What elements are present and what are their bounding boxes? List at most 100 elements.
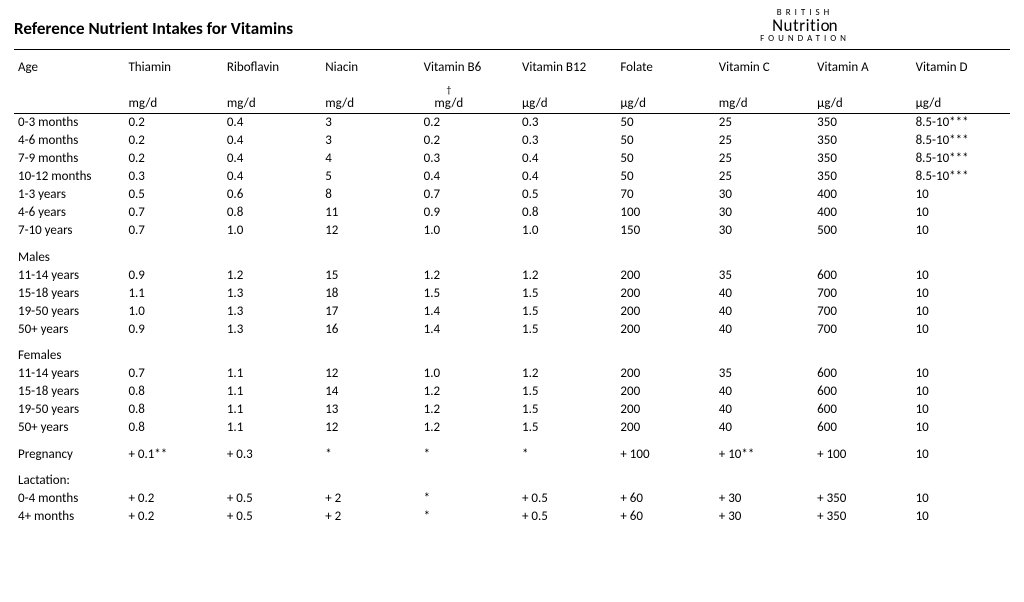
cell-value: 10 [912, 204, 1010, 222]
cell-value: 0.5 [124, 186, 222, 204]
col-label: Folate [616, 54, 714, 77]
cell-value: 8.5-10*** [912, 168, 1010, 186]
col-unit: µg/d [912, 77, 1010, 114]
cell-value: 1.1 [223, 401, 321, 419]
cell-value: 200 [616, 365, 714, 383]
cell-value: + 0.5 [518, 508, 616, 526]
cell-value: 10 [912, 302, 1010, 320]
table-row: 19-50 years0.81.1131.21.52004060010 [14, 401, 1010, 419]
cell-value: 0.9 [420, 204, 518, 222]
cell-value: 1.5 [518, 383, 616, 401]
table-row: Pregnancy+ 0.1**+ 0.3***+ 100+ 10**+ 100… [14, 437, 1010, 464]
cell-value: 1.5 [420, 284, 518, 302]
cell-value: 0.4 [223, 150, 321, 168]
cell-value: 1.0 [518, 222, 616, 240]
cell-value: 40 [715, 320, 813, 338]
col-unit: mg/d [223, 77, 321, 114]
cell-age: 19-50 years [14, 401, 124, 419]
cell-age: 11-14 years [14, 266, 124, 284]
cell-value: + 350 [813, 490, 911, 508]
cell-value: 0.5 [518, 186, 616, 204]
header-row-units: mg/dmg/dmg/d†mg/dµg/dµg/dmg/dµg/dµg/d [14, 77, 1010, 114]
cell-value: 8.5-10*** [912, 132, 1010, 150]
table-row: 7-10 years0.71.0121.01.01503050010 [14, 222, 1010, 240]
col-label: Vitamin C [715, 54, 813, 77]
table-row: 4-6 months0.20.430.20.350253508.5-10*** [14, 132, 1010, 150]
cell-value: 30 [715, 222, 813, 240]
page-title: Reference Nutrient Intakes for Vitamins [14, 8, 760, 39]
cell-value: * [420, 508, 518, 526]
cell-value: 0.2 [124, 132, 222, 150]
cell-value: 700 [813, 284, 911, 302]
section-label: Lactation: [14, 463, 1010, 490]
cell-age: 10-12 months [14, 168, 124, 186]
section-label: Females [14, 338, 1010, 365]
cell-value: 14 [321, 383, 419, 401]
table-row: 0-4 months+ 0.2+ 0.5+ 2*+ 0.5+ 60+ 30+ 3… [14, 490, 1010, 508]
cell-value: 200 [616, 419, 714, 437]
table-row: 0-3 months0.20.430.20.350253508.5-10*** [14, 113, 1010, 132]
cell-value: 12 [321, 365, 419, 383]
cell-value: 1.2 [420, 383, 518, 401]
cell-value: 0.6 [223, 186, 321, 204]
cell-value: + 60 [616, 508, 714, 526]
cell-value: 200 [616, 383, 714, 401]
table-row: 50+ years0.91.3161.41.52004070010 [14, 320, 1010, 338]
cell-value: 8.5-10*** [912, 113, 1010, 132]
cell-value: + 0.5 [223, 508, 321, 526]
cell-value: 0.2 [124, 150, 222, 168]
cell-value: 50 [616, 132, 714, 150]
col-unit [14, 77, 124, 114]
col-unit: µg/d [616, 77, 714, 114]
cell-age: 4-6 years [14, 204, 124, 222]
cell-value: + 0.2 [124, 508, 222, 526]
cell-value: 10 [912, 186, 1010, 204]
section-row: Lactation: [14, 463, 1010, 490]
cell-value: 150 [616, 222, 714, 240]
cell-value: 0.8 [124, 383, 222, 401]
col-unit: †mg/d [420, 77, 518, 114]
cell-value: 10 [912, 419, 1010, 437]
cell-value: 10 [912, 222, 1010, 240]
cell-age: 11-14 years [14, 365, 124, 383]
cell-value: 70 [616, 186, 714, 204]
cell-value: 100 [616, 204, 714, 222]
cell-value: 1.2 [420, 419, 518, 437]
cell-value: 5 [321, 168, 419, 186]
cell-value: 1.3 [223, 302, 321, 320]
cell-value: + 0.2 [124, 490, 222, 508]
cell-value: + 60 [616, 490, 714, 508]
cell-value: 40 [715, 302, 813, 320]
cell-value: 1.5 [518, 320, 616, 338]
brand-line2: Nutrition [760, 17, 850, 34]
cell-value: 40 [715, 401, 813, 419]
cell-value: 1.1 [124, 284, 222, 302]
cell-value: 1.0 [223, 222, 321, 240]
cell-value: 0.7 [124, 365, 222, 383]
cell-value: 1.2 [223, 266, 321, 284]
cell-value: 0.2 [420, 113, 518, 132]
cell-value: 1.5 [518, 419, 616, 437]
cell-value: 0.8 [223, 204, 321, 222]
col-unit: µg/d [813, 77, 911, 114]
cell-age: 19-50 years [14, 302, 124, 320]
table-row: 15-18 years0.81.1141.21.52004060010 [14, 383, 1010, 401]
cell-value: 11 [321, 204, 419, 222]
cell-value: 10 [912, 437, 1010, 464]
cell-age: 4-6 months [14, 132, 124, 150]
rni-table: AgeThiaminRiboflavinNiacinVitamin B6Vita… [14, 54, 1010, 526]
cell-value: 200 [616, 284, 714, 302]
header-row-labels: AgeThiaminRiboflavinNiacinVitamin B6Vita… [14, 54, 1010, 77]
cell-value: 1.2 [420, 401, 518, 419]
cell-value: 35 [715, 266, 813, 284]
cell-value: 12 [321, 222, 419, 240]
cell-value: 35 [715, 365, 813, 383]
cell-value: 50 [616, 113, 714, 132]
cell-value: 1.2 [518, 365, 616, 383]
cell-age: 15-18 years [14, 284, 124, 302]
cell-value: 25 [715, 132, 813, 150]
cell-value: 1.5 [518, 401, 616, 419]
cell-value: 1.0 [124, 302, 222, 320]
cell-value: 350 [813, 150, 911, 168]
cell-age: 0-3 months [14, 113, 124, 132]
